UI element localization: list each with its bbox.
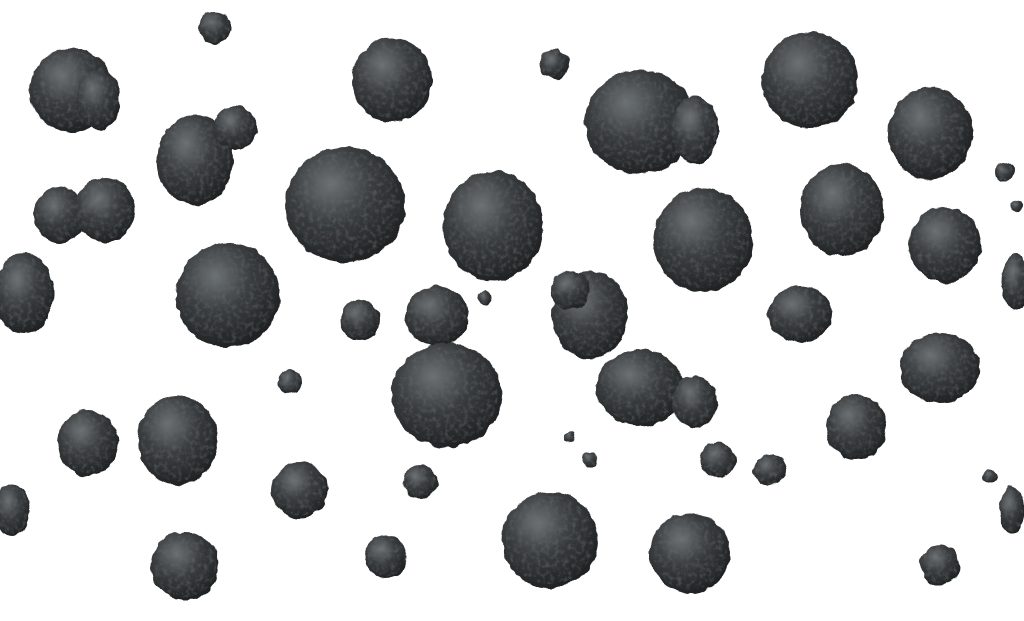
rock [285,147,405,263]
rock [502,492,598,588]
rock [340,300,380,340]
rock [0,253,54,333]
rock [754,454,786,486]
rock [550,270,628,359]
rock [34,178,135,243]
rock [700,442,736,478]
rock [1010,200,1022,212]
rock [0,484,30,536]
rock [58,410,118,476]
rock [352,38,432,122]
rock [1000,486,1024,534]
rock [768,286,832,342]
rock [443,171,543,281]
rock [585,70,719,174]
rock [582,452,598,468]
rock [565,432,575,442]
rock [900,333,980,403]
rock [151,532,219,600]
rock [994,162,1014,182]
rock [909,207,981,283]
rocks-layer [0,12,1024,600]
rock [983,469,997,483]
rock [272,462,328,518]
rock [888,87,972,179]
rock [539,49,569,79]
rock [30,48,120,132]
rock [762,32,858,128]
rock [392,343,502,447]
rock [478,291,492,305]
rock [403,465,437,499]
rock [800,164,884,256]
rock [1002,254,1024,310]
rock [826,394,886,460]
rock [278,370,302,394]
rock [596,350,717,428]
rock [176,243,280,347]
rock [650,513,730,593]
rock [199,12,231,44]
rock [365,536,407,578]
rock [405,286,469,346]
rock [653,188,753,292]
rock [138,395,218,485]
rock [157,106,257,205]
rock [920,545,960,585]
